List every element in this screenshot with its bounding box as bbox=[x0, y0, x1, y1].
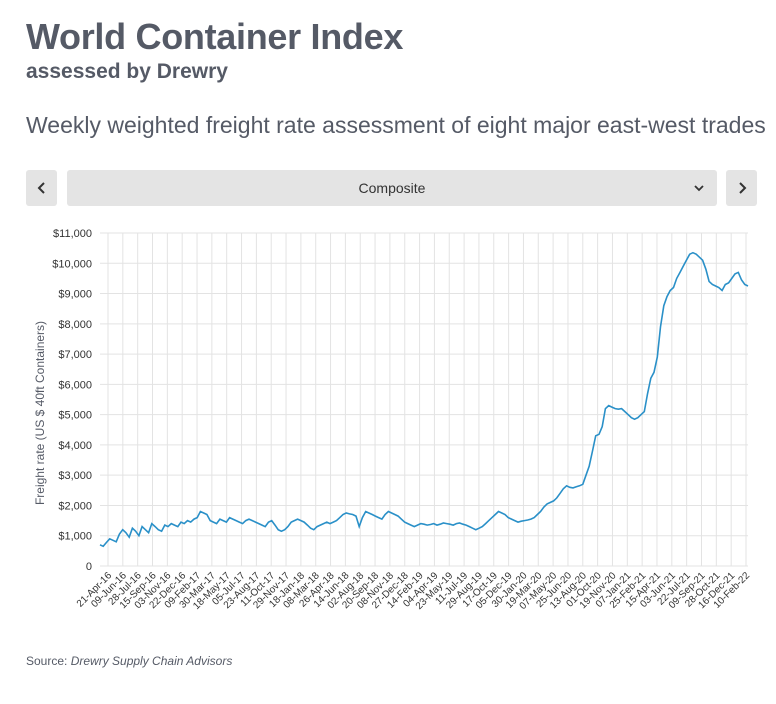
page-title: World Container Index bbox=[26, 16, 404, 57]
y-axis-label: Freight rate (US $ 40ft Containers) bbox=[33, 321, 47, 505]
y-tick-label: 0 bbox=[86, 561, 92, 573]
page-subtitle: assessed by Drewry bbox=[26, 60, 228, 83]
y-tick-label: $1,000 bbox=[58, 531, 92, 543]
y-tick-label: $5,000 bbox=[58, 410, 92, 422]
y-tick-label: $7,000 bbox=[58, 349, 92, 361]
y-axis-ticks: 0 $1,000 $2,000 $3,000 $4,000 $5,000 $6,000 $7,… bbox=[52, 228, 92, 573]
x-axis-ticks: 21-Apr-1609-Jun-1628-Jul-1615-Sep-1603-N… bbox=[75, 570, 753, 612]
y-tick-label: $6,000 bbox=[58, 379, 92, 391]
next-button[interactable] bbox=[726, 170, 757, 206]
source-note: Source: Drewry Supply Chain Advisors bbox=[26, 654, 232, 668]
y-tick-label: $10,000 bbox=[52, 258, 92, 270]
y-tick-label: $11,000 bbox=[53, 228, 92, 240]
chevron-right-icon bbox=[738, 182, 746, 194]
freight-rate-line-chart: 0 $1,000 $2,000 $3,000 $4,000 $5,000 $6,000 $7,… bbox=[33, 228, 753, 612]
chart-gridlines bbox=[100, 232, 748, 567]
series-line-composite bbox=[99, 251, 749, 548]
y-tick-label: $9,000 bbox=[58, 289, 92, 301]
y-tick-label: $2,000 bbox=[58, 500, 92, 512]
chevron-down-icon bbox=[694, 185, 704, 192]
y-tick-label: $8,000 bbox=[58, 319, 92, 331]
source-label: Source: bbox=[26, 654, 68, 668]
previous-button[interactable] bbox=[26, 170, 57, 206]
chart-description: Weekly weighted freight rate assessment … bbox=[26, 112, 766, 138]
y-tick-label: $4,000 bbox=[58, 440, 92, 452]
chevron-left-icon bbox=[37, 182, 45, 194]
y-tick-label: $3,000 bbox=[58, 470, 92, 482]
chart-selector-value: Composite bbox=[358, 180, 426, 196]
chart-selector-dropdown[interactable]: Composite bbox=[67, 170, 717, 206]
source-text: Drewry Supply Chain Advisors bbox=[70, 654, 233, 668]
